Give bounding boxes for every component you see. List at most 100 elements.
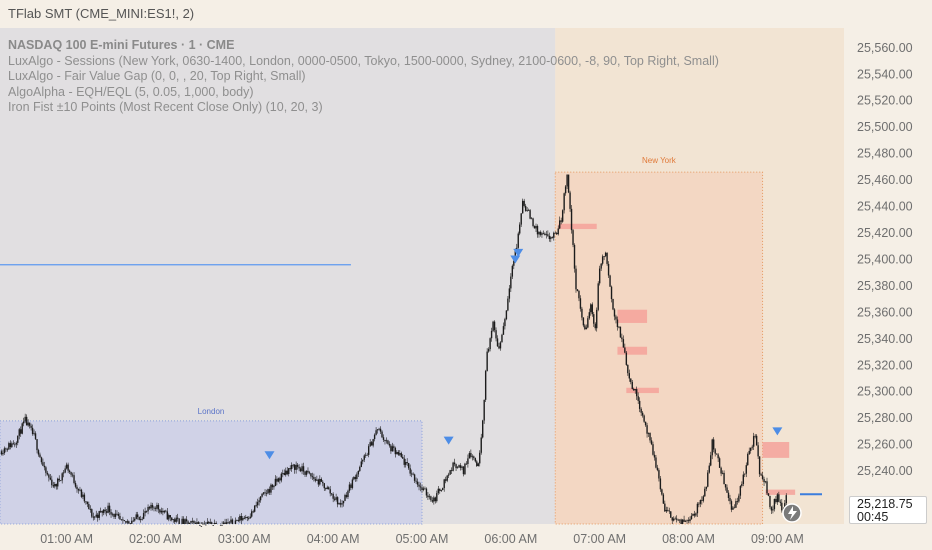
y-tick-label-9: 25,380.00	[857, 279, 913, 293]
candle-body-431	[638, 400, 641, 409]
candle-body-503	[745, 465, 747, 474]
candle-body-328	[486, 351, 488, 372]
candle-body-357	[529, 210, 531, 219]
candle-body-356	[527, 210, 530, 211]
candle-body-489	[724, 484, 727, 488]
candle-body-362	[536, 225, 539, 235]
candle-body-323	[479, 452, 481, 464]
y-tick-label-8: 25,400.00	[857, 252, 913, 266]
candle-body-421	[624, 347, 626, 353]
candle-body-118	[175, 517, 177, 522]
candle-body-70	[104, 509, 106, 512]
candle-body-279	[413, 474, 416, 481]
candle-body-1	[2, 453, 4, 455]
candle-body-15	[22, 421, 25, 424]
candle-body-527	[781, 502, 783, 511]
candle-body-465	[689, 519, 691, 522]
candle-body-197	[292, 464, 294, 466]
candle-body-36	[54, 483, 56, 487]
candle-body-102	[151, 504, 154, 508]
candle-body-207	[307, 470, 309, 473]
candle-body-426	[631, 381, 633, 389]
candle-body-115	[171, 517, 173, 521]
candle-body-165	[245, 517, 247, 518]
candle-body-208	[308, 472, 311, 474]
candle-body-201	[298, 466, 300, 469]
candle-body-524	[776, 494, 779, 503]
candle-body-329	[487, 349, 490, 352]
candle-body-87	[129, 523, 132, 525]
candle-body-410	[607, 263, 610, 276]
candle-body-50	[74, 482, 77, 487]
candle-body-283	[419, 486, 422, 488]
candle-body-260	[385, 440, 388, 442]
candle-body-16	[24, 416, 26, 422]
candle-body-400	[593, 314, 595, 324]
candle-body-193	[286, 470, 288, 475]
candle-body-76	[113, 513, 115, 517]
legend-line-eqh[interactable]: AlgoAlpha - EQH/EQL (5, 0.05, 1,000, bod…	[8, 84, 254, 99]
candle-body-469	[695, 513, 697, 516]
candle-body-515	[763, 479, 765, 483]
candle-body-151	[224, 522, 226, 524]
candle-body-321	[476, 461, 478, 467]
legend-line-ironfist[interactable]: Iron Fist ±10 Points (Most Recent Close …	[8, 100, 323, 114]
candle-body-366	[542, 233, 545, 235]
candle-body-424	[628, 373, 630, 379]
candle-body-367	[544, 233, 546, 236]
candle-body-494	[732, 507, 734, 510]
candle-body-525	[778, 494, 780, 502]
candle-body-242	[359, 466, 361, 471]
candle-body-66	[98, 511, 100, 518]
candle-body-372	[551, 237, 554, 239]
candle-body-318	[471, 456, 474, 458]
candle-body-237	[351, 479, 354, 488]
legend-line-sessions[interactable]: LuxAlgo - Sessions (New York, 0630-1400,…	[8, 53, 719, 68]
candle-body-261	[387, 440, 389, 444]
candle-body-56	[83, 494, 86, 502]
candle-body-164	[243, 517, 246, 519]
candle-body-245	[363, 455, 365, 460]
candle-body-236	[350, 484, 352, 488]
legend-line-fvg[interactable]: LuxAlgo - Fair Value Gap (0, 0, , 20, To…	[8, 69, 306, 83]
candle-body-125	[185, 519, 188, 522]
y-tick-label-7: 25,420.00	[857, 226, 913, 240]
candle-body-184	[273, 486, 275, 488]
legend-line-symbol[interactable]: NASDAQ 100 E-mini Futures · 1 · CME	[8, 38, 235, 52]
candle-body-257	[381, 431, 383, 438]
candle-body-351	[520, 213, 522, 225]
candle-body-238	[353, 476, 355, 480]
candle-body-411	[609, 275, 611, 287]
candle-body-120	[178, 518, 180, 524]
candle-body-506	[750, 447, 752, 451]
candle-body-30	[45, 467, 47, 473]
candle-body-500	[741, 483, 743, 487]
candle-body-358	[530, 218, 533, 220]
candle-body-418	[619, 326, 622, 338]
y-tick-label-2: 25,520.00	[857, 94, 913, 108]
candle-body-112	[166, 511, 169, 520]
candle-body-271	[402, 456, 404, 459]
y-tick-label-4: 25,480.00	[857, 147, 913, 161]
candle-body-340	[504, 319, 506, 327]
candle-body-330	[489, 338, 491, 350]
candle-body-224	[332, 493, 334, 499]
candle-body-215	[319, 479, 321, 485]
candle-body-354	[524, 205, 527, 211]
y-tick-label-11: 25,340.00	[857, 332, 913, 346]
candle-body-335	[496, 338, 499, 347]
candle-body-325	[482, 420, 484, 438]
candle-body-269	[399, 453, 401, 455]
candle-body-259	[384, 439, 386, 442]
y-tick-label-5: 25,460.00	[857, 173, 913, 187]
candle-body-159	[236, 519, 238, 521]
candle-body-41	[61, 473, 63, 481]
candle-body-67	[99, 510, 102, 512]
candle-body-405	[600, 263, 602, 269]
candle-body-23	[34, 433, 37, 440]
candle-body-244	[362, 459, 364, 462]
ny-session-box	[554, 171, 764, 525]
candle-body-488	[723, 472, 725, 485]
candle-body-433	[641, 412, 644, 416]
